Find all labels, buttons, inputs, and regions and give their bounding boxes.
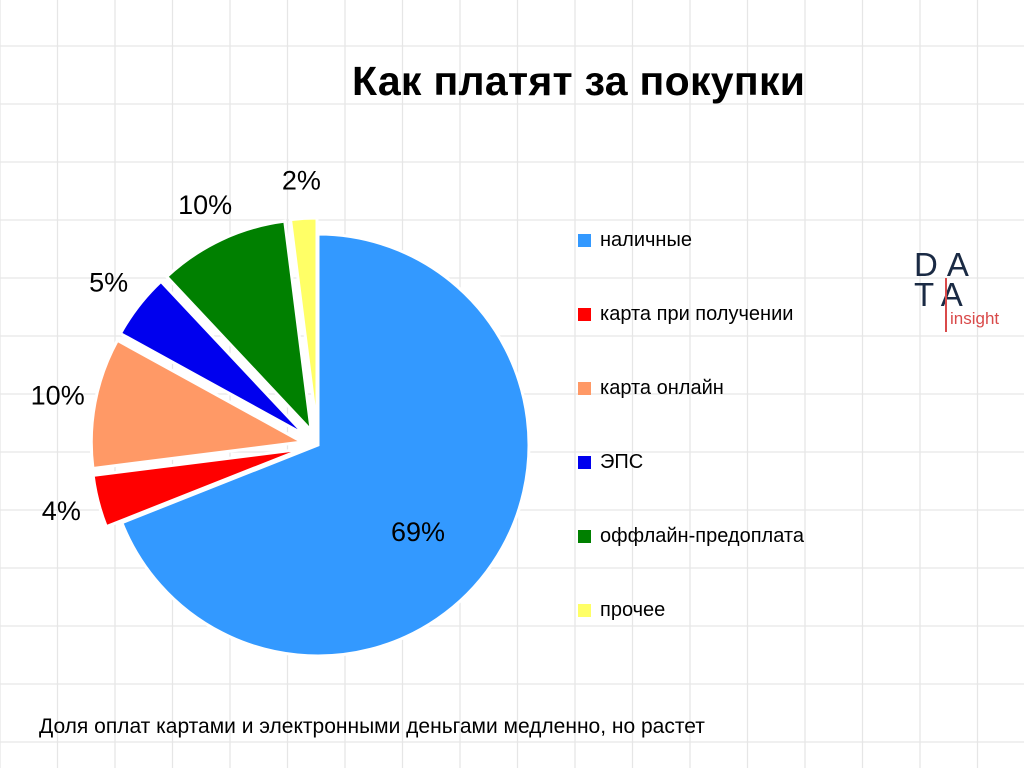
legend-label: ЭПС — [600, 450, 644, 473]
pie-label-0: 69% — [391, 517, 445, 547]
legend-item-4: оффлайн-предоплата — [578, 522, 804, 550]
pie-slice-4 — [164, 219, 314, 435]
legend-label: прочее — [600, 598, 666, 621]
pie-slice-1 — [91, 447, 304, 529]
pie-slice-5 — [288, 216, 319, 430]
legend-swatch — [578, 307, 591, 321]
pie-slice-0 — [119, 232, 531, 658]
legend-label: карта онлайн — [600, 376, 724, 399]
legend-item-5: прочее — [578, 596, 665, 624]
logo-accent-bar — [945, 278, 947, 332]
pie-label-4: 10% — [178, 190, 232, 220]
legend-label: наличные — [600, 228, 692, 251]
legend-item-2: карта онлайн — [578, 374, 724, 402]
legend-item-3: ЭПС — [578, 448, 643, 476]
legend-swatch — [578, 233, 591, 247]
pie-label-3: 5% — [89, 268, 128, 298]
legend-item-0: наличные — [578, 226, 692, 254]
legend-item-1: карта при получении — [578, 300, 793, 328]
legend-label: карта при получении — [600, 302, 794, 325]
legend-label: оффлайн-предоплата — [600, 524, 804, 547]
footnote-text: Доля оплат картами и электронными деньга… — [39, 715, 705, 738]
logo-word-bottom: TA — [914, 276, 972, 313]
logo-subtitle: insight — [950, 309, 1000, 328]
pie-label-1: 4% — [42, 496, 81, 526]
legend-swatch — [578, 603, 591, 617]
pie-slice-3 — [118, 279, 307, 437]
pie-label-5: 2% — [282, 166, 321, 196]
logo-word-top: DA — [914, 246, 978, 283]
legend-swatch — [578, 529, 591, 543]
legend-swatch — [578, 381, 591, 395]
legend-swatch — [578, 455, 591, 469]
data-insight-logo: DA TA — [914, 248, 1018, 332]
page-title: Как платят за покупки — [352, 58, 806, 104]
pie-slice-2 — [89, 338, 308, 471]
pie-label-2: 10% — [31, 380, 85, 410]
